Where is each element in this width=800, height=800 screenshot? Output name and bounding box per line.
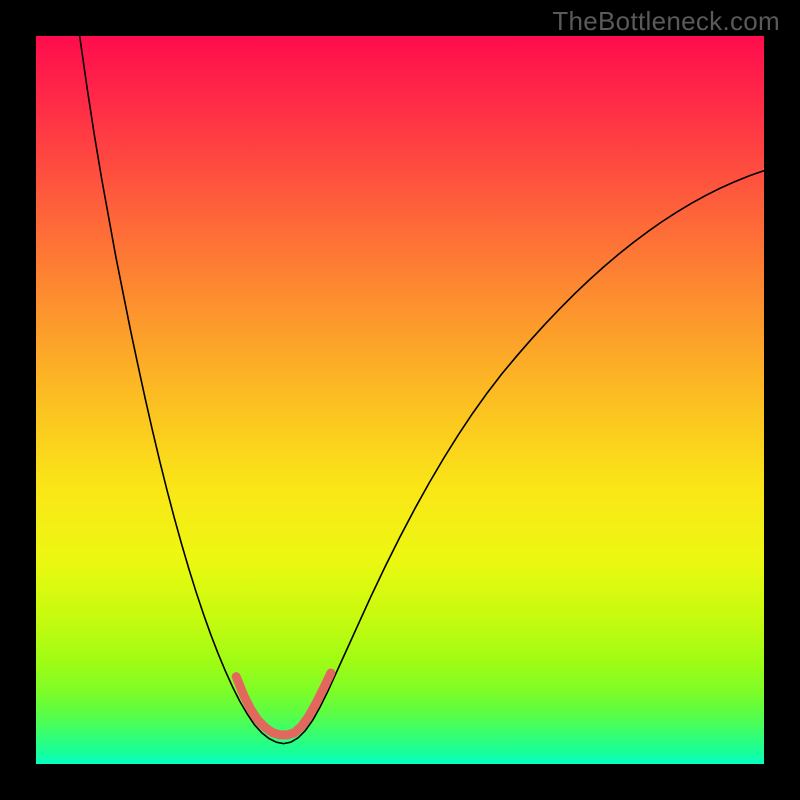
chart-plot-area	[36, 36, 764, 764]
chart-svg	[36, 36, 764, 764]
watermark-text: TheBottleneck.com	[552, 6, 780, 37]
